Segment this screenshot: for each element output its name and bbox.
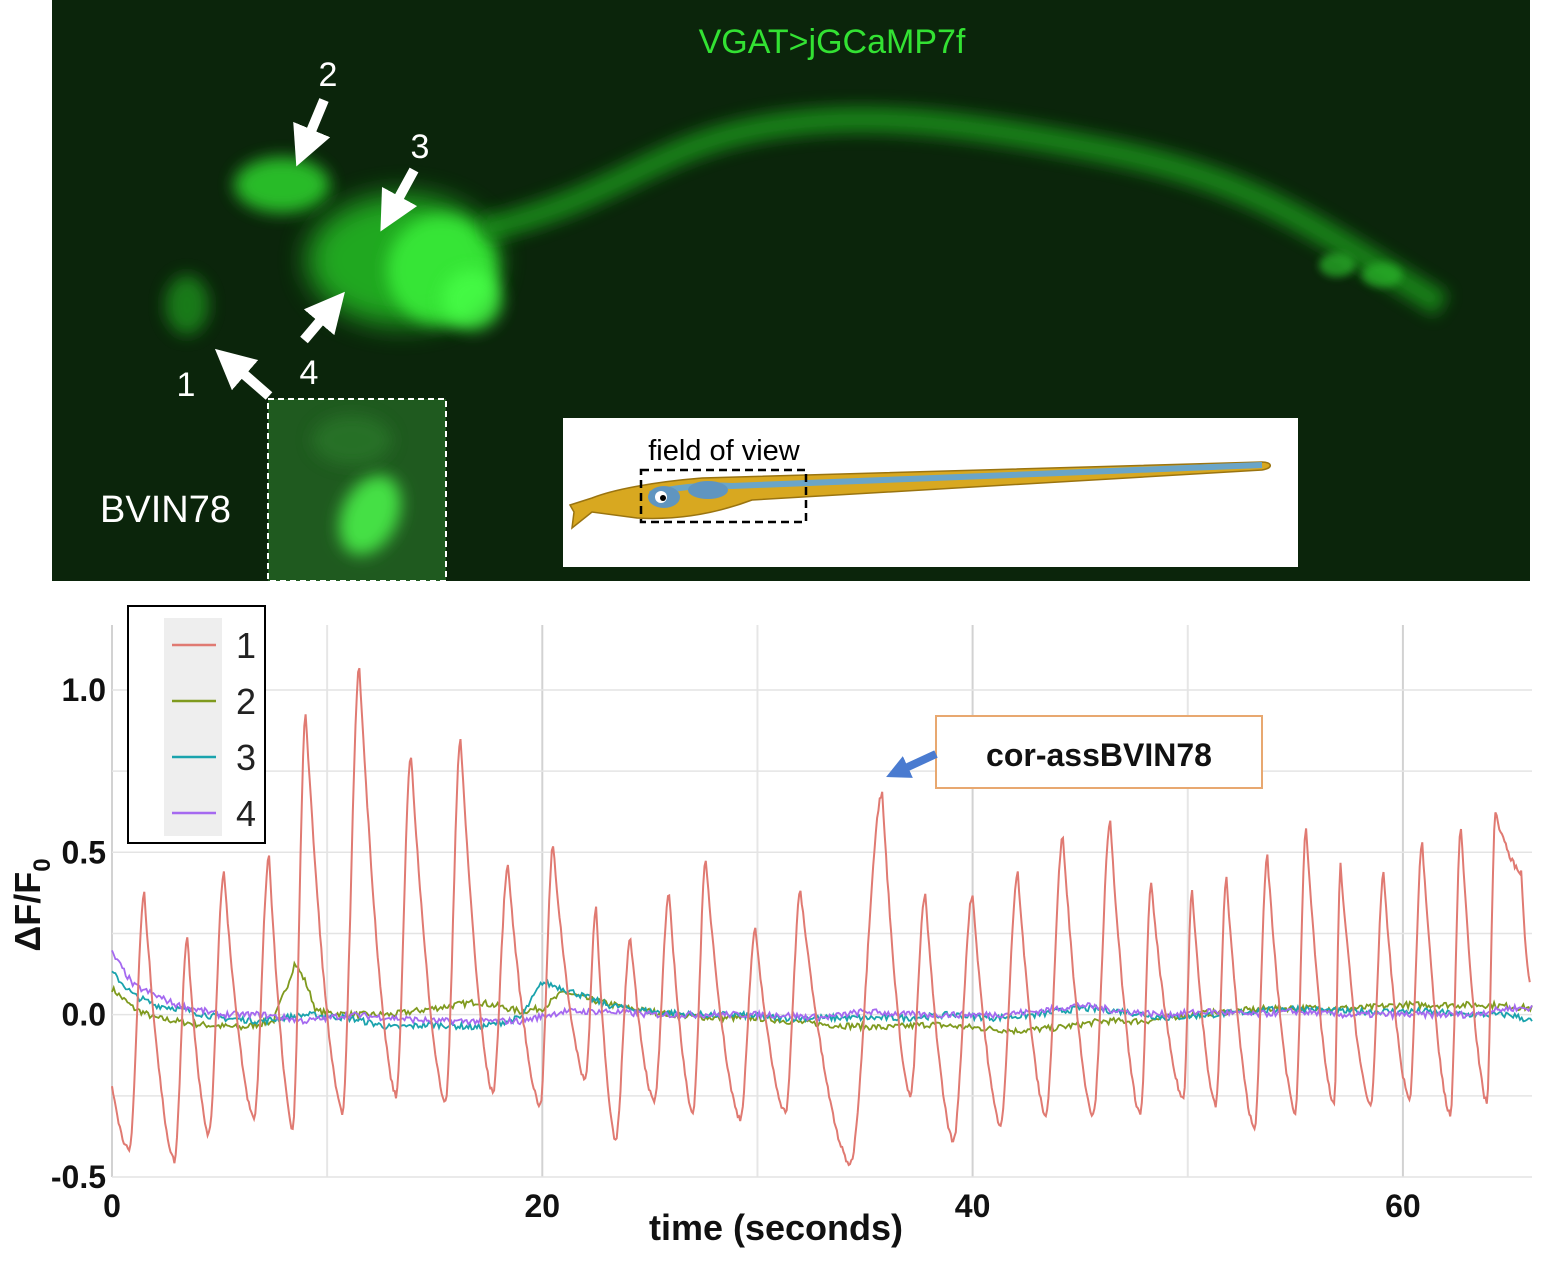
cell-label-4: 4 bbox=[300, 354, 319, 392]
cell-arrows bbox=[214, 98, 419, 400]
cell-label-1: 1 bbox=[177, 366, 196, 404]
inset-zoom bbox=[267, 398, 447, 581]
y-axis-label: ΔF/F0 bbox=[7, 858, 56, 951]
x-axis-label: time (seconds) bbox=[649, 1207, 903, 1248]
annotation-text: cor-assBVIN78 bbox=[986, 737, 1212, 773]
cell-label-3: 3 bbox=[411, 128, 430, 166]
legend-label-3: 3 bbox=[236, 737, 256, 778]
micrograph-panel: VGAT>jGCaMP7f 2 3 4 1 BVIN78 fi bbox=[52, 0, 1530, 581]
x-tick-label: 40 bbox=[955, 1188, 991, 1224]
legend-label-2: 2 bbox=[236, 681, 256, 722]
legend-label-1: 1 bbox=[236, 625, 256, 666]
schematic-label: field of view bbox=[648, 435, 801, 467]
y-tick-label: 0.0 bbox=[62, 997, 106, 1033]
chart-legend: 1 2 3 4 bbox=[127, 605, 266, 844]
svg-text:ΔF/F0: ΔF/F0 bbox=[7, 858, 56, 951]
chart-annotation: cor-assBVIN78 bbox=[886, 715, 1263, 789]
micrograph-title: VGAT>jGCaMP7f bbox=[699, 23, 966, 61]
y-tick-label: -0.5 bbox=[51, 1159, 106, 1195]
larva-schematic bbox=[563, 418, 1298, 567]
y-axis-label-subscript: 0 bbox=[29, 858, 56, 871]
calcium-trace-chart: 0 20 40 60-0.50.00.51.0 time (seconds) ΔF/F… bbox=[0, 581, 1556, 1261]
chart-traces bbox=[111, 667, 1533, 1167]
annotation-arrow bbox=[886, 750, 938, 778]
x-tick-label: 60 bbox=[1385, 1188, 1421, 1224]
chart-ticks: 0 20 40 60 -0.5 0.0 0.5 1.0 bbox=[51, 672, 1421, 1224]
y-tick-label: 0.5 bbox=[62, 834, 106, 870]
inset-label: BVIN78 bbox=[100, 489, 231, 531]
y-axis-label-main: ΔF/F bbox=[7, 872, 48, 952]
y-tick-label: 1.0 bbox=[62, 672, 106, 708]
series-4-line bbox=[111, 950, 1533, 1027]
cell-label-2: 2 bbox=[319, 56, 338, 94]
series-1-line bbox=[111, 667, 1531, 1167]
legend-label-4: 4 bbox=[236, 793, 256, 834]
x-tick-label: 20 bbox=[525, 1188, 561, 1224]
neuron-fluorescence bbox=[165, 106, 1449, 335]
x-tick-label: 0 bbox=[103, 1188, 121, 1224]
